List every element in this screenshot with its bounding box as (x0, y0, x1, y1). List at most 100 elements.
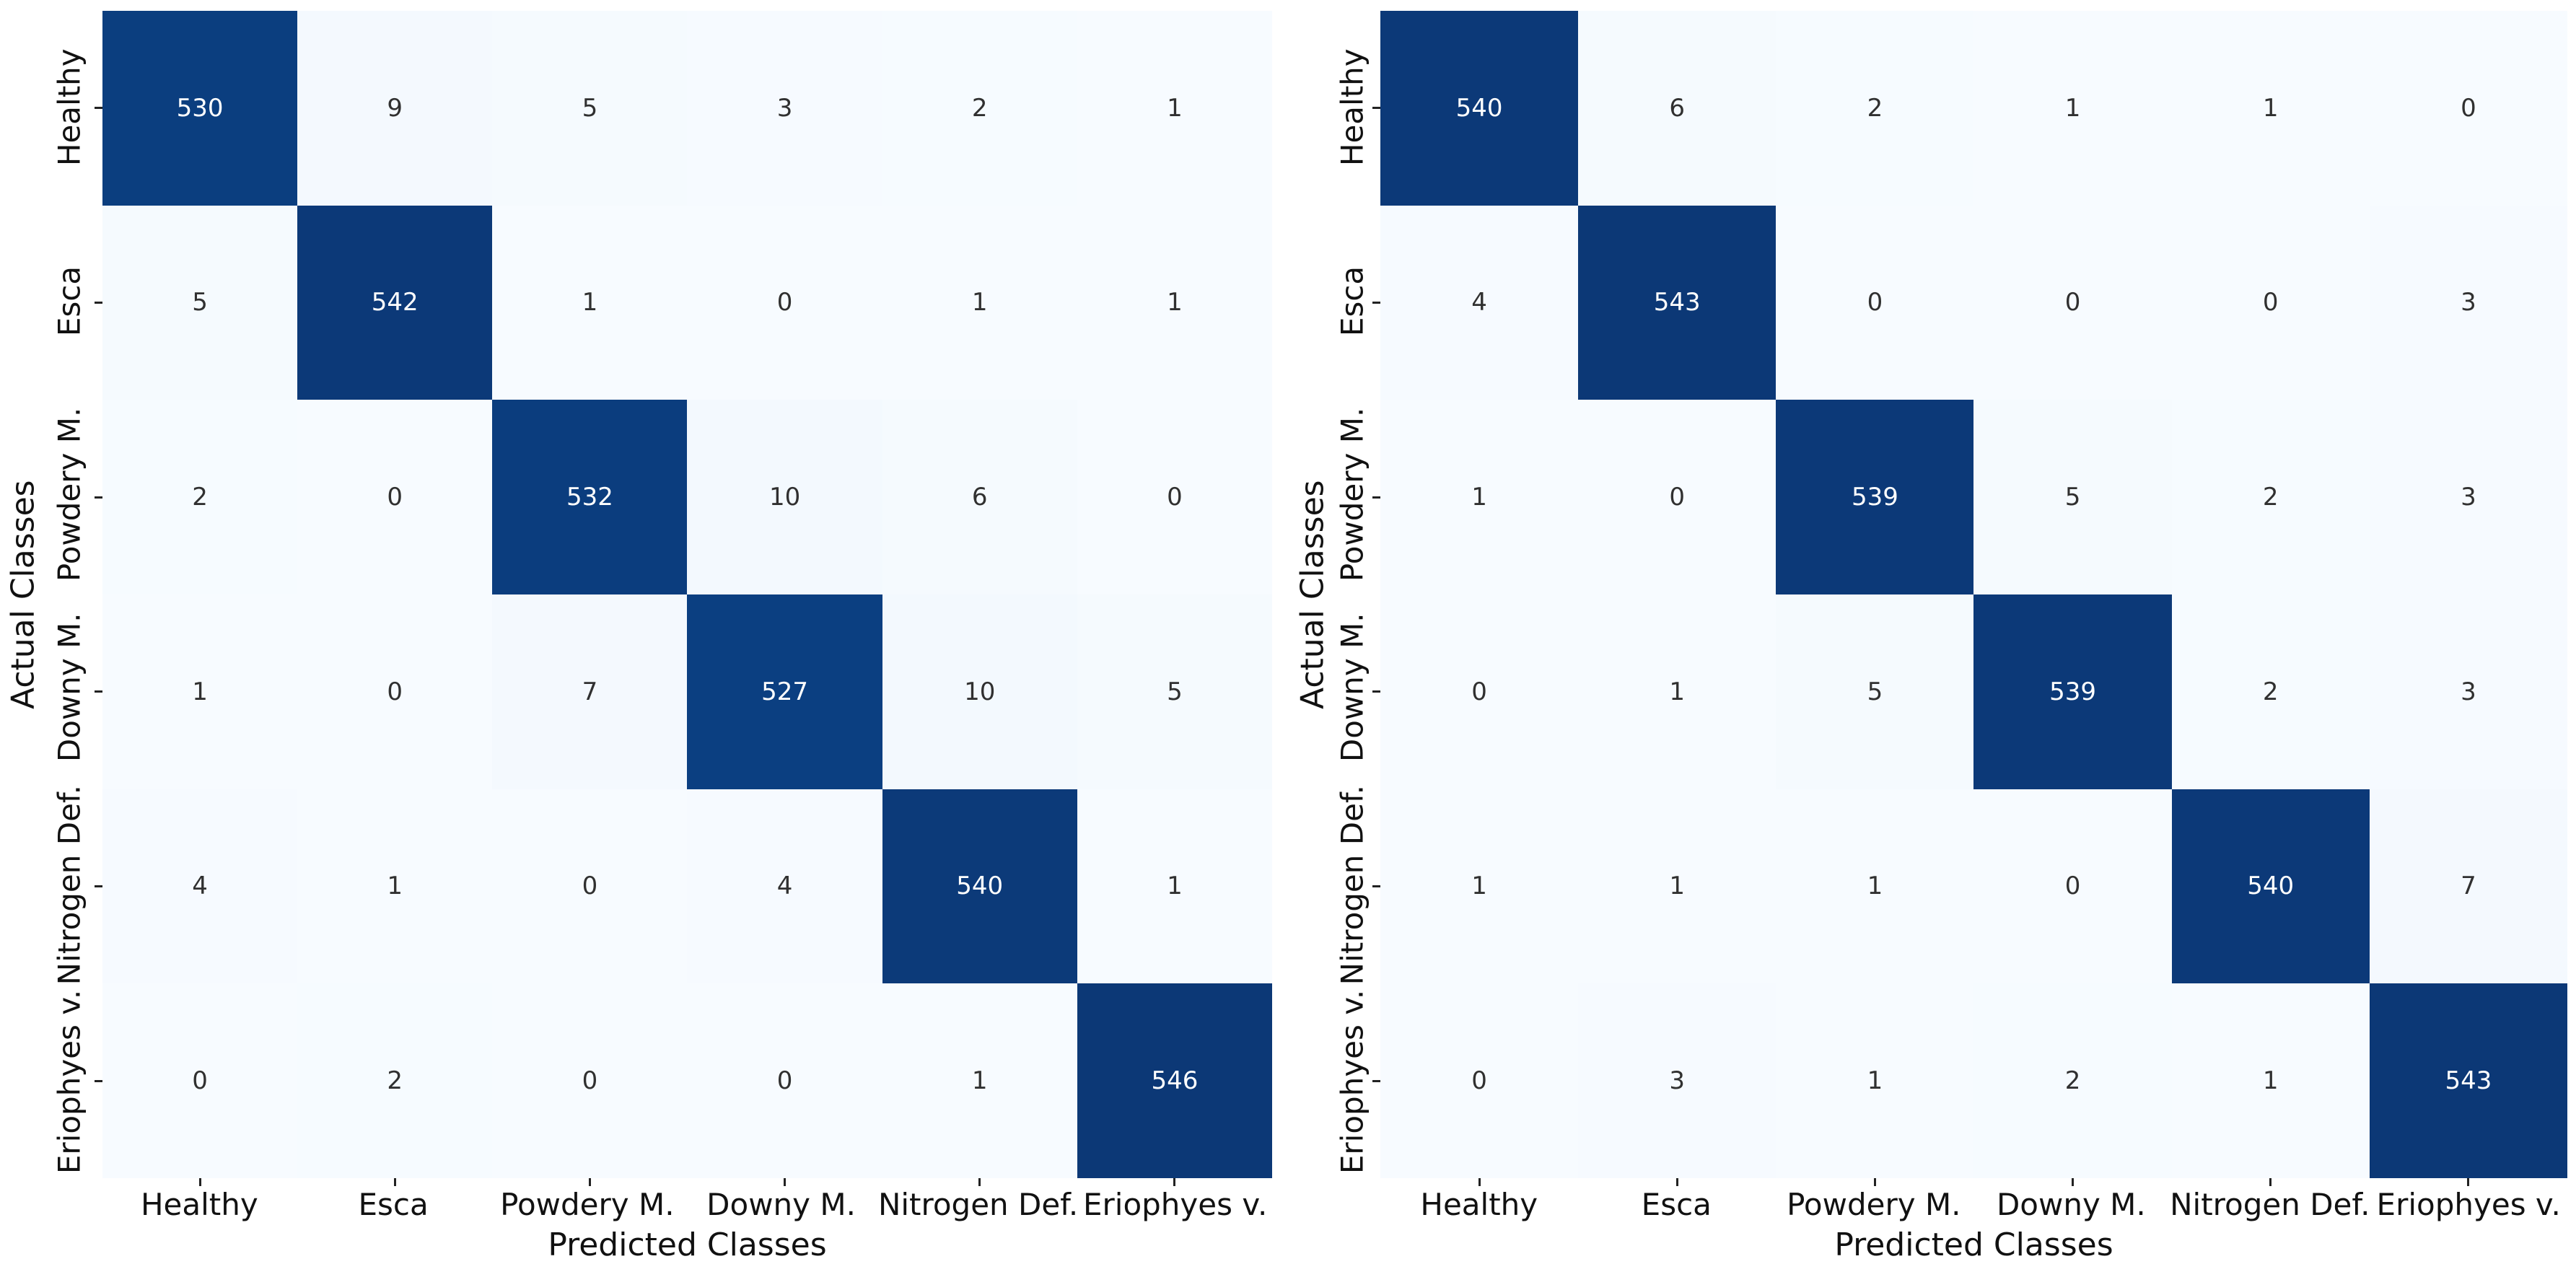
heatmap-cell: 2 (297, 983, 493, 1178)
heatmap-cell: 1 (1077, 789, 1272, 984)
y-tick-label: Esca (1334, 266, 1370, 336)
heatmap-cell: 5 (1973, 400, 2172, 594)
x-tick-label: Eriophyes v. (1082, 1187, 1268, 1222)
heatmap-cell: 1 (1077, 11, 1272, 206)
heatmap-cell: 7 (2369, 789, 2567, 984)
x-tick-label: Healthy (140, 1187, 258, 1222)
heatmap-cell: 5 (492, 11, 688, 206)
y-axis-title: Actual Classes (4, 480, 42, 709)
heatmap-cell: 1 (297, 789, 493, 984)
y-tick-label: Downy M. (1334, 613, 1370, 763)
heatmap-cell: 2 (1973, 983, 2172, 1178)
heatmap-cell: 0 (492, 983, 688, 1178)
tick-mark (92, 11, 102, 206)
heatmap-cell: 0 (102, 983, 298, 1178)
x-tick-label: Powdery M. (1787, 1187, 1961, 1222)
x-tick-label: Esca (358, 1187, 429, 1222)
y-tick-label: Healthy (51, 48, 87, 167)
heatmap-cell: 0 (1973, 205, 2172, 400)
y-tick-marks (92, 11, 102, 1178)
heatmap-cell: 0 (1077, 400, 1272, 594)
heatmap-cell: 3 (2369, 205, 2567, 400)
heatmap-cell: 1 (2171, 11, 2370, 206)
tick-mark (1371, 983, 1380, 1178)
x-tick-marks (102, 1178, 1272, 1187)
heatmap-cell: 4 (102, 789, 298, 984)
tick-mark (1973, 1178, 2171, 1187)
heatmap-cell: 3 (687, 11, 882, 206)
tick-mark (492, 1178, 687, 1187)
heatmap-cell: 0 (1973, 789, 2172, 984)
heatmap-cell: 1 (882, 205, 1077, 400)
heatmap-cell: 3 (1578, 983, 1777, 1178)
y-tick-label: Esca (51, 266, 87, 336)
tick-mark (1371, 400, 1380, 594)
confusion-matrix-right: Actual Classes Healthy Esca Powdery M. Down… (1292, 0, 2576, 1277)
heatmap-cell: 6 (1578, 11, 1777, 206)
x-tick-label: Esca (1641, 1187, 1712, 1222)
tick-mark (297, 1178, 492, 1187)
x-tick-label: Nitrogen Def. (877, 1187, 1079, 1222)
tick-mark (1371, 789, 1380, 984)
heatmap-cell: 532 (492, 400, 688, 594)
heatmap-cell: 0 (1380, 983, 1579, 1178)
tick-mark (2172, 1178, 2370, 1187)
y-tick-label: Powdery M. (1334, 407, 1370, 582)
x-tick-label: Healthy (1420, 1187, 1538, 1222)
heatmap-cell: 2 (1776, 11, 1974, 206)
x-axis-title: Predicted Classes (1834, 1226, 2113, 1263)
y-tick-label: Nitrogen Def. (1334, 784, 1370, 985)
heatmap-cell: 0 (2171, 205, 2370, 400)
heatmap-cell: 0 (492, 789, 688, 984)
heatmap-cell: 539 (1776, 400, 1974, 594)
heatmap-cell: 0 (297, 594, 493, 789)
heatmap-cell: 2 (102, 400, 298, 594)
heatmap-cell: 2 (2171, 400, 2370, 594)
tick-mark (92, 400, 102, 594)
tick-mark (1371, 11, 1380, 206)
tick-mark (1371, 594, 1380, 789)
heatmap-cell: 1 (1776, 983, 1974, 1178)
heatmap-cell: 546 (1077, 983, 1272, 1178)
heatmap-cell: 5 (1776, 594, 1974, 789)
x-axis-title: Predicted Classes (548, 1226, 827, 1263)
heatmap-cell: 0 (297, 400, 493, 594)
x-tick-labels: Healthy Esca Powdery M. Downy M. Nitrogen De… (102, 1187, 1272, 1223)
heatmap-cell: 5 (1077, 594, 1272, 789)
heatmap-grid: 540 6 2 1 1 0 4 543 0 0 0 3 1 0 539 5 2 3 0 1 5 539 2 3 1 1 1 0 540 7… (1380, 11, 2567, 1178)
heatmap-cell: 539 (1973, 594, 2172, 789)
x-tick-label: Powdery M. (500, 1187, 675, 1222)
y-tick-label: Powdery M. (51, 407, 87, 582)
heatmap-cell: 540 (2171, 789, 2370, 984)
heatmap-cell: 540 (882, 789, 1077, 984)
heatmap-cell: 1 (1380, 400, 1579, 594)
tick-mark (1077, 1178, 1272, 1187)
heatmap-cell: 1 (1578, 789, 1777, 984)
y-axis-title: Actual Classes (1294, 480, 1331, 709)
heatmap-cell: 1 (1077, 205, 1272, 400)
heatmap-cell: 7 (492, 594, 688, 789)
heatmap-grid: 530 9 5 3 2 1 5 542 1 0 1 1 2 0 532 10 6 0 1 0 7 527 10 5 4 1 0 4 54… (102, 11, 1272, 1178)
heatmap-cell: 1 (1776, 789, 1974, 984)
tick-mark (687, 1178, 882, 1187)
heatmap-cell: 0 (1776, 205, 1974, 400)
x-tick-label: Nitrogen Def. (2170, 1187, 2370, 1222)
y-tick-labels: Healthy Esca Powdery M. Downy M. Nitrogen De… (46, 11, 92, 1178)
heatmap-cell: 540 (1380, 11, 1579, 206)
tick-mark (2370, 1178, 2567, 1187)
heatmap-cell: 0 (687, 983, 882, 1178)
heatmap-cell: 0 (2369, 11, 2567, 206)
tick-mark (92, 594, 102, 789)
heatmap-cell: 543 (2369, 983, 2567, 1178)
heatmap-cell: 3 (2369, 594, 2567, 789)
heatmap-cell: 0 (1578, 400, 1777, 594)
heatmap-cell: 9 (297, 11, 493, 206)
x-tick-marks (1380, 1178, 2567, 1187)
y-tick-label: Healthy (1334, 48, 1370, 167)
heatmap-cell: 530 (102, 11, 298, 206)
heatmap-cell: 542 (297, 205, 493, 400)
heatmap-cell: 543 (1578, 205, 1777, 400)
tick-mark (1371, 206, 1380, 400)
tick-mark (92, 206, 102, 400)
heatmap-cell: 527 (687, 594, 882, 789)
